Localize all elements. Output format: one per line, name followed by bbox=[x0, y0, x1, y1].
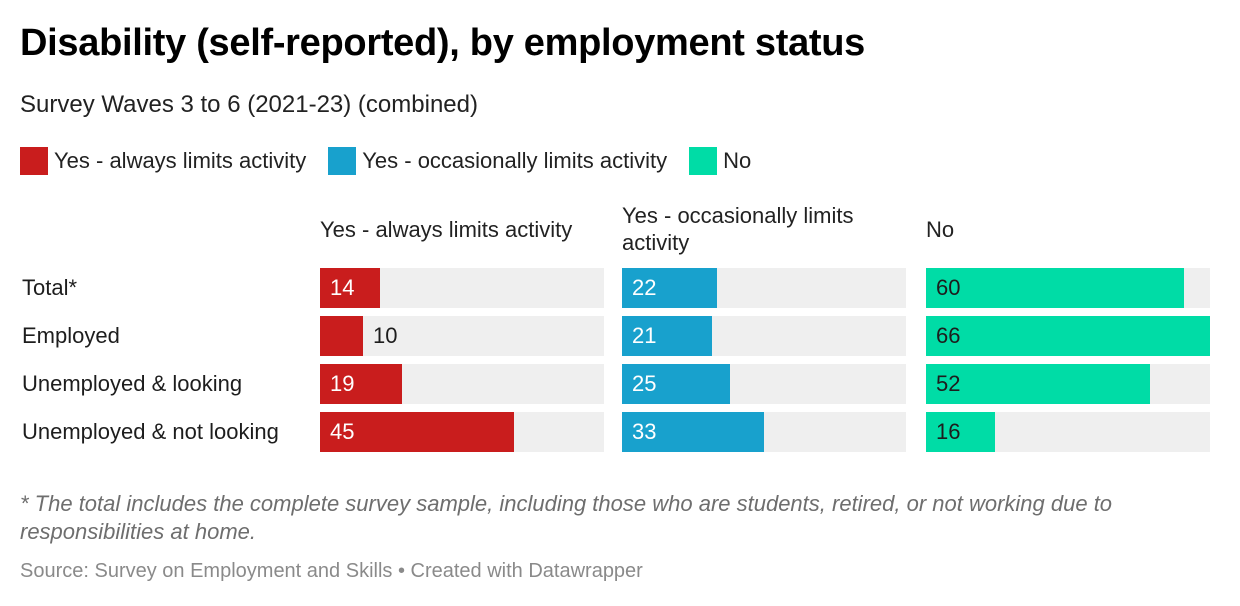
legend-label-occasionally: Yes - occasionally limits activity bbox=[362, 148, 668, 173]
legend-label-always: Yes - always limits activity bbox=[54, 148, 307, 173]
legend-label-no: No bbox=[723, 148, 752, 173]
bar-track-occasionally: 22 bbox=[622, 268, 906, 308]
row-label: Unemployed & looking bbox=[22, 371, 243, 396]
bar-track-no: 52 bbox=[926, 364, 1210, 404]
legend-swatch-occasionally bbox=[328, 147, 357, 175]
bar-occasionally bbox=[622, 268, 717, 308]
bar-no bbox=[926, 268, 1184, 308]
bar-track-no: 60 bbox=[926, 268, 1210, 308]
legend-item-occasionally: Yes - occasionally limits activity bbox=[328, 147, 667, 175]
bar-value-label: 60 bbox=[936, 275, 961, 300]
bar-always bbox=[320, 316, 363, 356]
bar-track-no: 16 bbox=[926, 412, 1210, 452]
bar-occasionally bbox=[622, 316, 712, 356]
legend-item-always: Yes - always limits activity bbox=[20, 147, 306, 175]
column-header-no: No bbox=[926, 217, 955, 242]
bar-track-occasionally: 33 bbox=[622, 412, 906, 452]
bar-value-label: 33 bbox=[632, 419, 657, 444]
row-label: Total* bbox=[22, 275, 78, 300]
bar-track-occasionally: 25 bbox=[622, 364, 906, 404]
bar-value-label: 14 bbox=[330, 275, 355, 300]
bar-no bbox=[926, 364, 1150, 404]
bar-always bbox=[320, 412, 514, 452]
bar-track-always: 10 bbox=[320, 316, 604, 356]
bar-value-label: 45 bbox=[330, 419, 355, 444]
bar-value-label: 10 bbox=[373, 323, 398, 348]
source-note: Source: Survey on Employment and Skills … bbox=[20, 560, 643, 582]
bar-value-label: 21 bbox=[632, 323, 657, 348]
bar-value-label: 52 bbox=[936, 371, 961, 396]
bar-track-always: 19 bbox=[320, 364, 604, 404]
row-label: Employed bbox=[22, 323, 120, 348]
legend-item-no: No bbox=[689, 147, 751, 175]
column-header-occasionally: Yes - occasionally limits activity bbox=[622, 203, 854, 255]
bar-track-no: 66 bbox=[926, 316, 1210, 356]
bar-always bbox=[320, 364, 402, 404]
bar-no bbox=[926, 412, 995, 452]
bar-track-always: 14 bbox=[320, 268, 604, 308]
bar-value-label: 22 bbox=[632, 275, 657, 300]
bar-occasionally bbox=[622, 412, 764, 452]
legend: Yes - always limits activity Yes - occas… bbox=[20, 146, 773, 176]
bar-value-label: 25 bbox=[632, 371, 657, 396]
bar-no bbox=[926, 316, 1210, 356]
legend-swatch-no bbox=[689, 147, 718, 175]
bar-value-label: 19 bbox=[330, 371, 355, 396]
bar-occasionally bbox=[622, 364, 730, 404]
bar-value-label: 16 bbox=[936, 419, 961, 444]
footnote: * The total includes the complete survey… bbox=[20, 491, 1113, 544]
bar-track-always: 45 bbox=[320, 412, 604, 452]
column-header-always: Yes - always limits activity bbox=[320, 217, 573, 242]
bar-value-label: 66 bbox=[936, 323, 961, 348]
chart-subtitle: Survey Waves 3 to 6 (2021-23) (combined) bbox=[20, 91, 478, 118]
bar-track-occasionally: 21 bbox=[622, 316, 906, 356]
legend-swatch-always bbox=[20, 147, 48, 175]
bar-always bbox=[320, 268, 380, 308]
chart-title: Disability (self-reported), by employmen… bbox=[20, 22, 865, 64]
row-label: Unemployed & not looking bbox=[22, 419, 279, 444]
